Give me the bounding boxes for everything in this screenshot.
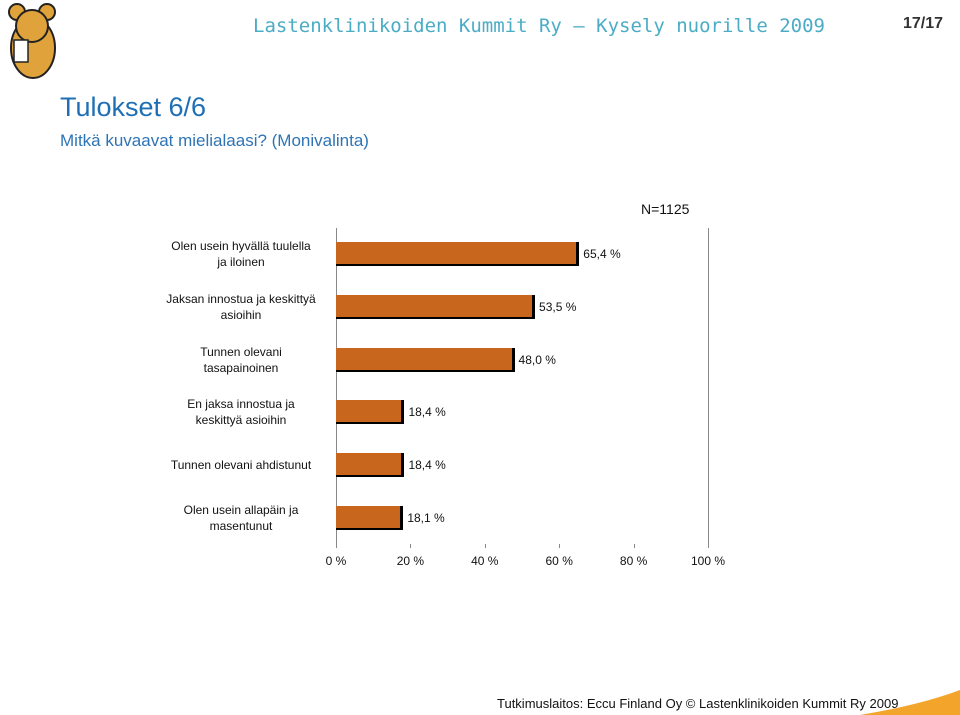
bar [336, 347, 515, 372]
value-label: 18,4 % [408, 458, 446, 472]
bar [336, 453, 405, 477]
value-label: 48,0 % [518, 352, 556, 367]
category-label: Tunnen olevani tasapainoinen [200, 344, 282, 375]
page-number: 17/17 [903, 15, 944, 32]
logo [8, 3, 56, 79]
title: Tulokset 6/6 [60, 92, 207, 122]
category-label: Olen usein allapäin ja masentunut [183, 502, 299, 533]
x-tick-label: 100 % [690, 554, 726, 568]
category-label: Tunnen olevani ahdistunut [170, 458, 312, 472]
x-tick-label: 80 % [619, 554, 648, 568]
subtitle: Mitkä kuvaavat mielialaasi? (Monivalinta… [60, 131, 369, 150]
value-label: 53,5 % [539, 300, 577, 314]
tick-mark [484, 544, 486, 548]
x-tick-label: 20 % [396, 554, 425, 568]
header-text: Lastenklinikoiden Kummit Ry – Kysely nuo… [253, 15, 825, 37]
value-label: 18,1 % [407, 510, 445, 525]
y-axis-line [336, 228, 337, 544]
x-tick-label: 60 % [545, 554, 573, 568]
category-label: En jaksa innostua ja keskittyä asioihin [187, 397, 295, 428]
tick-mark [410, 544, 412, 548]
corner-accent [860, 690, 960, 715]
annotation: N=1125 [641, 201, 690, 217]
chart: 0 % 20 % 40 % 60 % 80 % 100 % Olen usein hyväl… [166, 228, 726, 568]
x-tick-label: 40 % [471, 554, 499, 568]
plot-border [708, 228, 709, 544]
bar [336, 295, 536, 319]
category-label: Olen usein hyvällä tuulella ja iloinen [171, 239, 311, 270]
tick-mark [708, 544, 709, 548]
bar [336, 505, 404, 530]
value-label: 65,4 % [583, 247, 621, 262]
bar [336, 242, 580, 267]
value-label: 18,4 % [408, 405, 446, 420]
tick-mark [336, 544, 337, 548]
tick-mark [633, 544, 635, 548]
bar [336, 400, 405, 425]
category-label: Jaksan innostua ja keskittyä asioihin [166, 292, 316, 322]
footer: Tutkimuslaitos: Eccu Finland Oy © Lasten… [497, 696, 899, 711]
x-tick-label: 0 % [325, 554, 347, 568]
tick-mark [559, 544, 561, 548]
